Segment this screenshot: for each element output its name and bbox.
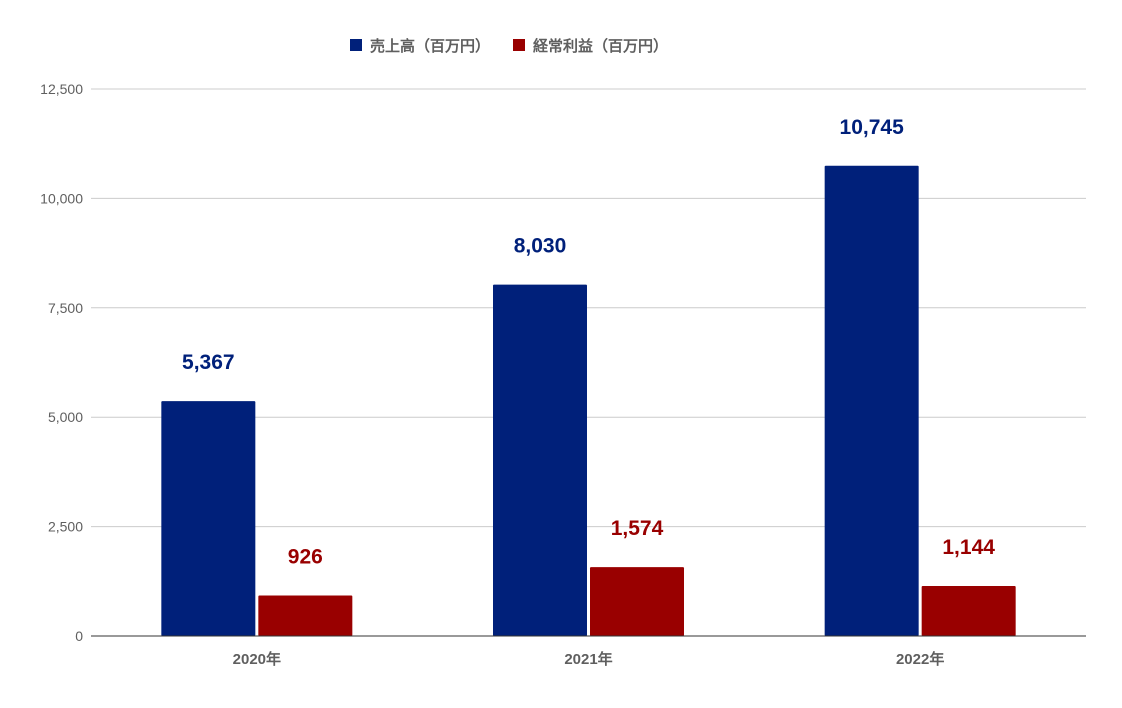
legend-label: 経常利益（百万円） <box>533 37 668 55</box>
legend-swatch <box>350 39 362 51</box>
x-axis: 2020年 2021年 2022年 <box>233 650 945 668</box>
bar-ordinary-profit-1 <box>590 567 684 636</box>
y-tick-label: 10,000 <box>40 190 83 206</box>
x-tick-label: 2021年 <box>564 650 612 668</box>
y-tick-label: 5,000 <box>48 409 83 425</box>
y-tick-label: 2,500 <box>48 519 83 535</box>
data-labels: 5,367 926 8,030 1,574 10,745 1,144 <box>182 116 995 569</box>
bar-ordinary-profit-0 <box>258 595 353 636</box>
x-tick-label: 2022年 <box>896 650 944 668</box>
legend-label: 売上高（百万円） <box>370 37 490 55</box>
bar-sales-1 <box>493 284 587 636</box>
y-tick-label: 0 <box>75 628 83 644</box>
legend: 売上高（百万円） 経常利益（百万円） <box>350 37 668 55</box>
bar-ordinary-profit-2 <box>921 585 1016 636</box>
gridlines <box>91 88 1086 528</box>
data-label: 8,030 <box>514 235 567 258</box>
data-label: 1,574 <box>611 517 664 540</box>
bar-sales-0 <box>161 401 256 636</box>
y-tick-label: 12,500 <box>40 81 83 97</box>
bars <box>161 165 1016 636</box>
x-tick-label: 2020年 <box>233 650 281 668</box>
data-label: 5,367 <box>182 351 235 374</box>
data-label: 926 <box>288 545 323 568</box>
legend-swatch <box>513 39 525 51</box>
y-axis: 0 2,500 5,000 7,500 10,000 12,500 <box>40 81 83 644</box>
bar-sales-2 <box>824 165 919 636</box>
y-tick-label: 7,500 <box>48 300 83 316</box>
data-label: 10,745 <box>840 116 905 139</box>
data-label: 1,144 <box>942 536 995 559</box>
